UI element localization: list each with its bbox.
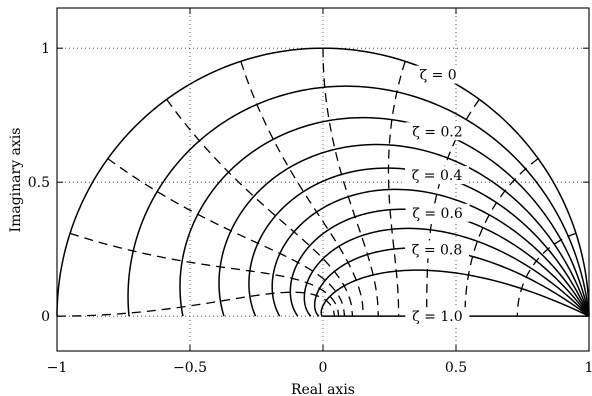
zeta-label: ζ = 1.0 [412, 309, 462, 325]
plot-frame [56, 7, 590, 352]
zeta-label-background [405, 307, 470, 326]
grid-lines [56, 8, 590, 351]
damping-ratio-curves [56, 47, 590, 317]
zeta-curve-0 [56, 47, 590, 317]
damping-ratio-labels: ζ = 0 ζ = 0.2 ζ = 0.4 ζ = 0.6 ζ = 0.8 ζ = 1.0 [405, 65, 471, 326]
zeta-curve-0-4 [248, 167, 590, 317]
zeta-curve-0-7 [303, 227, 590, 317]
zeta-curve-0-6 [289, 208, 590, 317]
zeta-label-background [405, 166, 470, 185]
zeta-curve-0-2 [179, 116, 590, 317]
wn-curve-0-4 [387, 61, 406, 317]
y-axis-label: Imaginary axis [8, 128, 24, 233]
x-tick-label: −0.5 [173, 360, 207, 376]
wn-curve-1 [56, 291, 336, 317]
zeta-curve-0-1 [127, 85, 590, 317]
x-tick-label: 1 [585, 360, 592, 376]
zeta-label-background [405, 203, 470, 222]
zeta-label: ζ = 0.6 [412, 206, 463, 222]
zeta-curve-0-3 [218, 143, 590, 317]
zeta-label: ζ = 0.2 [412, 124, 462, 140]
wn-curve-0-9 [69, 232, 340, 317]
axis-ticks: −1 −0.5 0 0.5 1 0 0.5 1 [28, 8, 592, 376]
x-axis-label: Real axis [291, 382, 355, 396]
zeta-label-background [405, 240, 470, 259]
y-tick-label: 0 [41, 309, 50, 325]
zeta-label: ζ = 0.4 [412, 168, 463, 184]
zeta-label: ζ = 0 [420, 68, 457, 84]
x-tick-label: 0 [319, 360, 328, 376]
x-tick-label: 0.5 [445, 360, 467, 376]
wn-curve-0-6 [240, 61, 365, 317]
zeta-label: ζ = 0.8 [412, 242, 462, 258]
zeta-label-background [406, 65, 471, 84]
zeta-label-background [405, 122, 470, 141]
zeta-curve-0-9 [320, 269, 590, 317]
y-tick-label: 0.5 [28, 175, 50, 191]
y-tick-label: 1 [41, 41, 50, 57]
x-tick-label: −1 [47, 360, 68, 376]
zeta-curve-0-5 [271, 188, 590, 317]
